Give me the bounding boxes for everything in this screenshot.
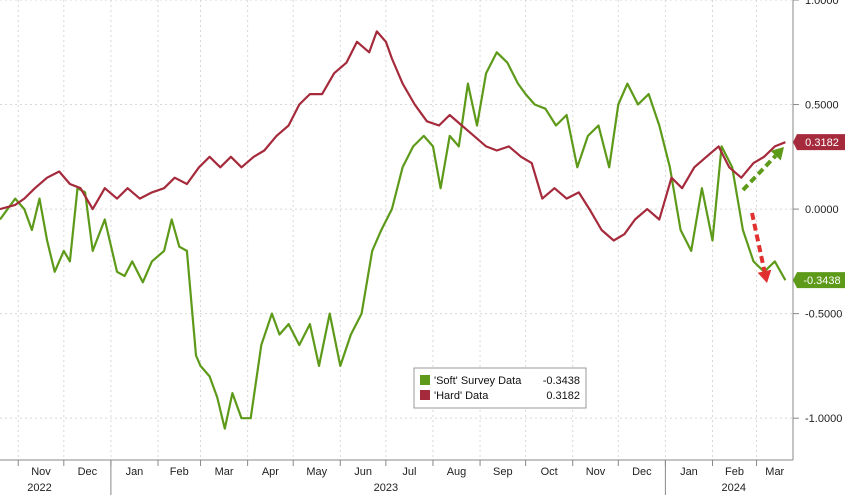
up-arrow-icon — [741, 147, 784, 192]
last-value-badges: -0.3438 0.3182 — [793, 134, 845, 289]
legend-entry-name: 'Soft' Survey Data — [434, 375, 522, 387]
y-tick-label: -0.5000 — [805, 309, 842, 321]
x-tick-label: Feb — [170, 466, 189, 478]
x-tick-label: Jul — [402, 466, 416, 478]
down-arrow-icon — [750, 212, 772, 283]
trend-arrows — [741, 147, 784, 283]
x-tick-label: Apr — [262, 466, 279, 478]
x-axis: Nov Dec Jan Feb Mar Apr May Jun Jul Aug Sep Oct Nov D… — [0, 459, 793, 495]
last-value-badge-soft: -0.3438 — [793, 272, 845, 289]
x-year-label: 2023 — [374, 482, 398, 494]
x-tick-label: May — [306, 466, 327, 478]
x-year-label: 2022 — [27, 482, 51, 494]
x-tick-label: Aug — [447, 466, 467, 478]
horizontal-gridlines — [0, 0, 793, 419]
x-tick-label: Mar — [215, 466, 234, 478]
x-tick-label: Nov — [31, 466, 51, 478]
legend-swatch — [420, 375, 430, 385]
y-tick-label: -1.0000 — [805, 413, 842, 425]
x-tick-label: Feb — [725, 466, 744, 478]
x-tick-label: Nov — [586, 466, 606, 478]
last-value-text: -0.3438 — [803, 275, 840, 287]
x-tick-label: Dec — [632, 466, 652, 478]
vertical-gridlines — [17, 0, 758, 460]
y-tick-label: 0.0000 — [805, 204, 839, 216]
x-tick-label: Dec — [78, 466, 98, 478]
x-tick-label: Jan — [680, 466, 698, 478]
x-tick-label: Mar — [765, 466, 784, 478]
x-tick-label: Sep — [493, 466, 513, 478]
legend-swatch — [420, 390, 430, 400]
legend-entry-value: -0.3438 — [543, 375, 580, 387]
x-tick-label: Oct — [541, 466, 558, 478]
x-tick-label: Jan — [126, 466, 144, 478]
legend-box — [413, 367, 587, 409]
legend-entry-name: 'Hard' Data — [434, 390, 489, 402]
legend: 'Soft' Survey Data -0.3438 'Hard' Data 0.31… — [413, 367, 587, 409]
legend-entry-value: 0.3182 — [546, 390, 580, 402]
x-tick-label: Jun — [354, 466, 372, 478]
series-lines — [0, 30, 787, 430]
last-value-badge-hard: 0.3182 — [793, 134, 845, 151]
series-line-soft — [0, 51, 787, 430]
y-tick-label: 0.5000 — [805, 100, 839, 112]
y-tick-label: 1.0000 — [805, 0, 839, 7]
x-year-label: 2024 — [722, 482, 746, 494]
series-line-hard — [0, 30, 786, 242]
last-value-text: 0.3182 — [805, 137, 839, 149]
y-axis: 1.0000 0.5000 0.0000 -0.5000 -1.0000 — [792, 0, 842, 460]
